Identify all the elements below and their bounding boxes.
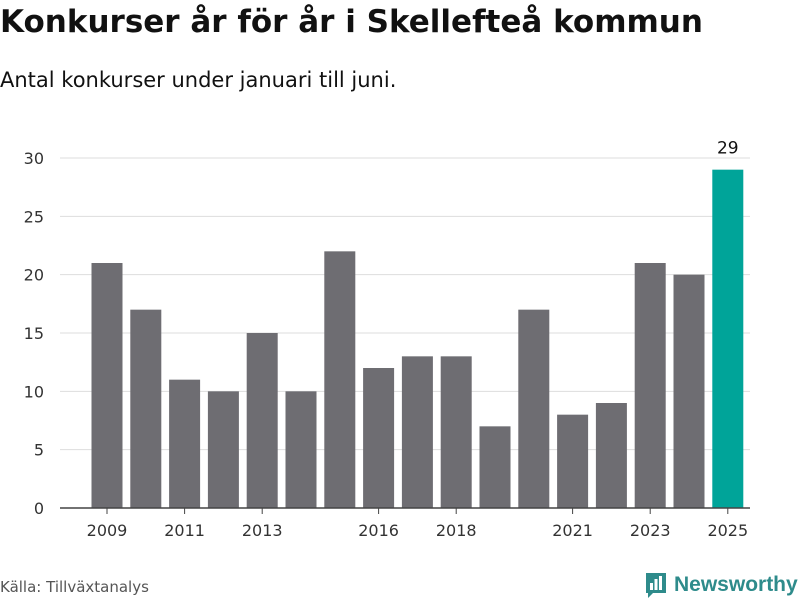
- bar-2014[interactable]: [285, 391, 317, 508]
- bar-2024[interactable]: [673, 274, 705, 508]
- chart-title: Konkurser år för år i Skellefteå kommun: [0, 4, 703, 40]
- x-tick-label: 2023: [630, 521, 671, 540]
- bar-2025[interactable]: [712, 169, 744, 508]
- bar-2023[interactable]: [634, 263, 666, 508]
- data-label-2025: 29: [717, 139, 739, 159]
- bar-2018[interactable]: [440, 356, 472, 508]
- chart-subtitle: Antal konkurser under januari till juni.: [0, 68, 397, 92]
- bar-2009[interactable]: [91, 263, 123, 508]
- y-tick-label: 5: [34, 441, 44, 460]
- data-labels: 29: [717, 139, 739, 159]
- bar-2020[interactable]: [518, 309, 550, 508]
- source-note: Källa: Tillväxtanalys: [0, 578, 149, 596]
- bar-2016[interactable]: [363, 368, 395, 508]
- bar-2017[interactable]: [401, 356, 433, 508]
- y-tick-label: 15: [24, 324, 44, 343]
- brand-logo-block[interactable]: Newsworthy: [644, 570, 798, 600]
- bar-2010[interactable]: [130, 309, 162, 508]
- y-tick-label: 30: [24, 149, 44, 168]
- bar-2022[interactable]: [595, 403, 627, 508]
- x-tick-label: 2013: [242, 521, 283, 540]
- bar-2015[interactable]: [324, 251, 356, 509]
- y-tick-label: 0: [34, 499, 44, 518]
- bar-2012[interactable]: [207, 391, 239, 508]
- x-tick-label: 2018: [436, 521, 477, 540]
- x-tick-label: 2021: [552, 521, 593, 540]
- bar-2011[interactable]: [169, 379, 201, 508]
- y-tick-label: 20: [24, 266, 44, 285]
- x-tick-label: 2025: [707, 521, 748, 540]
- bar-2021[interactable]: [557, 414, 589, 508]
- bars: [91, 169, 744, 509]
- bar-2019[interactable]: [479, 426, 511, 508]
- newsworthy-logo-icon: [646, 573, 666, 598]
- x-tick-label: 2009: [87, 521, 128, 540]
- y-tick-label: 10: [24, 382, 44, 401]
- y-tick-labels: 0 5 10 15 20 25 30: [24, 149, 44, 518]
- x-tick-labels: 2009 2011 2013 2016 2018 2021 2023 2025: [87, 508, 748, 540]
- x-tick-label: 2011: [164, 521, 205, 540]
- x-tick-label: 2016: [358, 521, 399, 540]
- brand-name: Newsworthy: [674, 573, 798, 596]
- y-tick-label: 25: [24, 207, 44, 226]
- bar-2013[interactable]: [246, 333, 278, 508]
